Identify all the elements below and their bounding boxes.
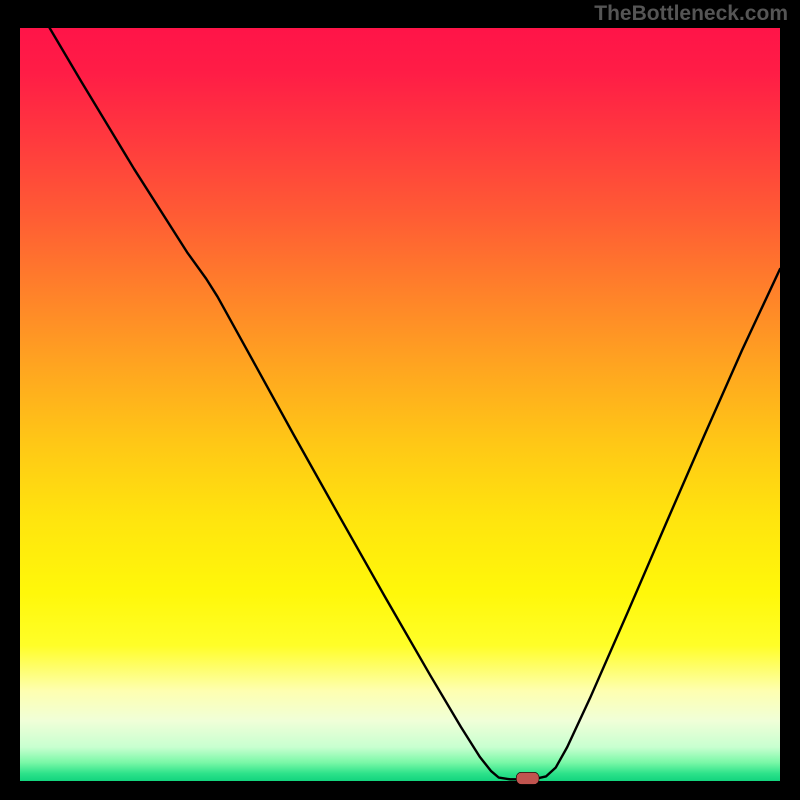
chart-svg: [0, 0, 800, 800]
watermark-text: TheBottleneck.com: [594, 2, 788, 26]
chart-container: TheBottleneck.com: [0, 0, 800, 800]
plot-area: [20, 28, 780, 781]
optimal-marker: [516, 772, 539, 784]
